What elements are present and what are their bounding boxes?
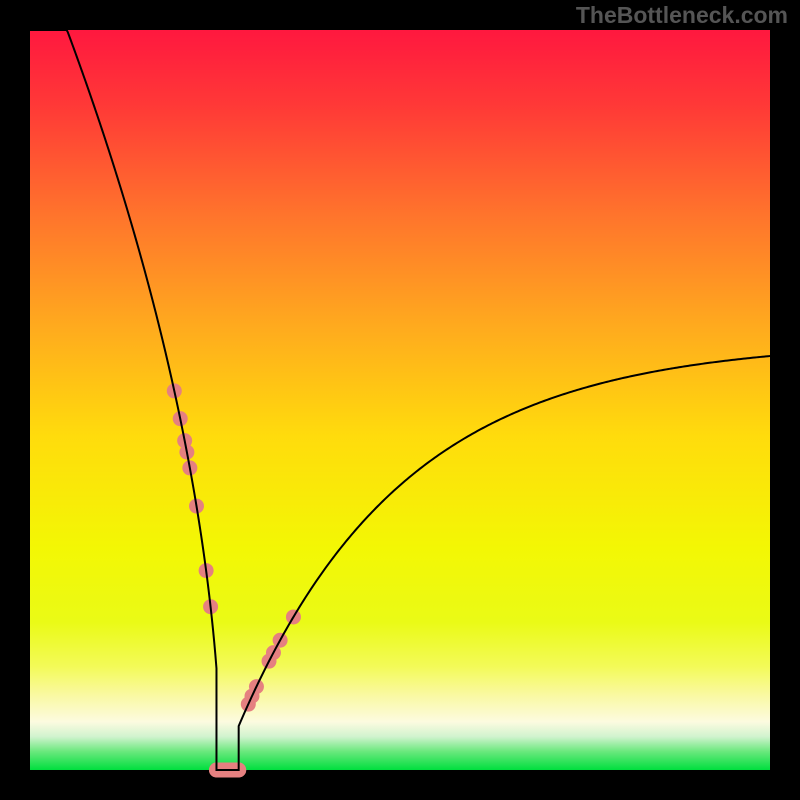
marker-group [167, 383, 301, 777]
curve-layer [0, 0, 800, 800]
watermark-text: TheBottleneck.com [576, 2, 788, 29]
chart-container: TheBottleneck.com [0, 0, 800, 800]
bottleneck-curve [30, 30, 770, 770]
